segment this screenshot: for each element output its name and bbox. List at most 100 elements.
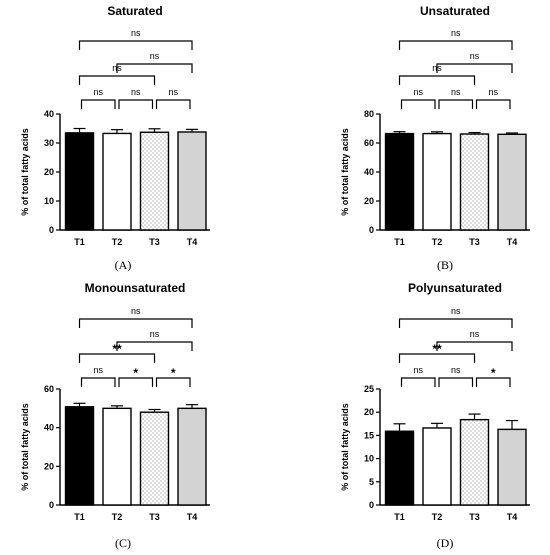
significance-label: ns xyxy=(451,87,461,97)
significance-label: ns xyxy=(488,87,498,97)
significance-bracket xyxy=(475,99,511,109)
significance-bracket xyxy=(116,63,193,73)
bar-t1 xyxy=(64,132,95,231)
chart-title: Unsaturated xyxy=(420,4,490,18)
significance-bracket xyxy=(400,377,436,387)
significance-label: ns xyxy=(470,329,480,339)
x-tick-label: T4 xyxy=(187,512,198,522)
x-tick-label: T3 xyxy=(469,512,480,522)
y-tick-label: 10 xyxy=(364,454,374,464)
significance-bracket xyxy=(78,40,193,50)
x-tick-label: T4 xyxy=(507,237,518,247)
significance-bracket xyxy=(118,99,154,109)
significance-bracket xyxy=(80,377,116,387)
chart-panel-3: Monounsaturated 0 20 40 60 % of total fatty a… xyxy=(20,281,210,550)
significance-bracket xyxy=(475,377,511,387)
significance-label: ns xyxy=(451,365,461,375)
significance-bracket xyxy=(398,75,476,85)
bar-t4 xyxy=(497,133,527,231)
significance-bracket xyxy=(436,63,513,73)
bar-t3 xyxy=(139,411,170,506)
bar-t4 xyxy=(177,407,207,506)
chart-title: Monounsaturated xyxy=(85,281,186,295)
y-tick-label: 25 xyxy=(364,384,374,394)
y-axis-label: % of total fatty acids xyxy=(340,403,350,491)
chart-panel-2: Unsaturated 0 20 40 60 80 % of total fatty aci… xyxy=(340,4,530,272)
y-tick-label: 20 xyxy=(364,407,374,417)
bar-t3 xyxy=(459,418,490,506)
significance-bracket xyxy=(398,353,476,363)
x-tick-label: T1 xyxy=(74,512,85,522)
x-tick-label: T3 xyxy=(149,512,160,522)
significance-bracket xyxy=(438,377,474,387)
significance-label: * xyxy=(491,366,496,380)
significance-bracket xyxy=(116,341,193,351)
significance-bracket xyxy=(155,99,191,109)
bar-t2 xyxy=(102,407,132,506)
significance-label: ns xyxy=(93,87,103,97)
bar-t1 xyxy=(64,406,95,506)
y-tick-label: 40 xyxy=(44,109,54,119)
panel-label: (A) xyxy=(115,258,132,272)
y-tick-label: 60 xyxy=(364,138,374,148)
y-tick-label: 40 xyxy=(364,167,374,177)
significance-bracket xyxy=(398,40,513,50)
significance-bracket xyxy=(398,318,513,328)
significance-label: ns xyxy=(131,28,141,38)
x-tick-label: T2 xyxy=(432,512,443,522)
bar-t2 xyxy=(102,132,132,231)
y-tick-label: 20 xyxy=(364,196,374,206)
significance-label: ns xyxy=(112,63,122,73)
significance-label: ns xyxy=(93,365,103,375)
significance-label: ns xyxy=(168,87,178,97)
significance-bracket xyxy=(78,75,156,85)
significance-bracket xyxy=(118,377,154,387)
bar-t4 xyxy=(497,428,527,506)
chart-title: Saturated xyxy=(107,4,162,18)
bar-t3 xyxy=(139,131,170,231)
x-tick-label: T2 xyxy=(112,512,123,522)
y-tick-label: 20 xyxy=(44,461,54,471)
significance-bracket xyxy=(78,318,193,328)
significance-label: ns xyxy=(150,51,160,61)
y-tick-label: 60 xyxy=(44,384,54,394)
bar-t2 xyxy=(422,132,452,231)
significance-label: ns xyxy=(451,306,461,316)
x-tick-label: T4 xyxy=(507,512,518,522)
y-tick-label: 0 xyxy=(369,500,374,510)
significance-label: ns xyxy=(131,87,141,97)
y-axis-label: % of total fatty acids xyxy=(340,128,350,216)
x-tick-label: T2 xyxy=(112,237,123,247)
x-tick-label: T3 xyxy=(469,237,480,247)
panel-label: (D) xyxy=(437,536,454,550)
y-axis-label: % of total fatty acids xyxy=(20,128,30,216)
bar-t1 xyxy=(384,132,415,231)
y-tick-label: 10 xyxy=(44,196,54,206)
y-tick-label: 0 xyxy=(369,225,374,235)
bar-t2 xyxy=(422,427,452,506)
chart-title: Polyunsaturated xyxy=(408,281,502,295)
panel-label: (B) xyxy=(437,258,453,272)
y-tick-label: 80 xyxy=(364,109,374,119)
significance-label: ns xyxy=(470,51,480,61)
significance-bracket xyxy=(436,341,513,351)
significance-bracket xyxy=(155,377,191,387)
significance-label: ns xyxy=(131,306,141,316)
significance-label: ns xyxy=(451,28,461,38)
significance-bracket xyxy=(78,353,156,363)
y-tick-label: 20 xyxy=(44,167,54,177)
significance-label: ** xyxy=(112,342,122,356)
y-axis-label: % of total fatty acids xyxy=(20,403,30,491)
y-tick-label: 0 xyxy=(49,500,54,510)
significance-bracket xyxy=(80,99,116,109)
y-tick-label: 5 xyxy=(369,477,374,487)
bar-t4 xyxy=(177,131,207,231)
significance-bracket xyxy=(438,99,474,109)
significance-label: ns xyxy=(432,63,442,73)
x-tick-label: T1 xyxy=(74,237,85,247)
significance-label: ns xyxy=(413,365,423,375)
significance-label: ** xyxy=(432,342,442,356)
x-tick-label: T4 xyxy=(187,237,198,247)
significance-label: * xyxy=(133,366,138,380)
